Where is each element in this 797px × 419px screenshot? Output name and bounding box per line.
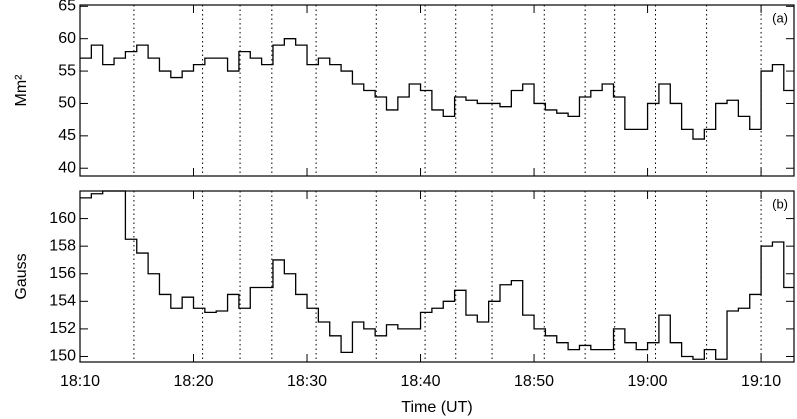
y-tick-label: 150 [49, 348, 76, 365]
panel-label: (b) [772, 196, 788, 211]
y-axis-label: Mm² [13, 74, 30, 107]
y-tick-label: 60 [58, 30, 76, 47]
x-axis-label: Time (UT) [401, 399, 472, 416]
data-line [80, 38, 794, 140]
panel-label: (a) [772, 10, 788, 25]
y-tick-label: 65 [58, 0, 76, 15]
x-tick-label: 18:20 [173, 373, 213, 390]
x-tick-label: 18:30 [287, 373, 327, 390]
y-tick-label: 158 [49, 237, 76, 254]
x-tick-label: 18:10 [60, 373, 100, 390]
y-tick-label: 40 [58, 159, 76, 176]
y-tick-label: 156 [49, 265, 76, 282]
plot-frame [79, 4, 795, 177]
x-tick-label: 19:00 [628, 373, 668, 390]
y-tick-label: 45 [58, 127, 76, 144]
data-line [80, 190, 794, 360]
x-tick-label: 19:10 [741, 373, 781, 390]
y-tick-label: 152 [49, 320, 76, 337]
y-tick-label: 154 [49, 293, 76, 310]
plot-frame [79, 190, 795, 363]
y-tick-label: 55 [58, 62, 76, 79]
y-axis-label: Gauss [13, 253, 30, 299]
x-tick-label: 18:40 [401, 373, 441, 390]
y-tick-label: 50 [58, 95, 76, 112]
y-tick-label: 160 [49, 210, 76, 227]
x-tick-label: 18:50 [514, 373, 554, 390]
